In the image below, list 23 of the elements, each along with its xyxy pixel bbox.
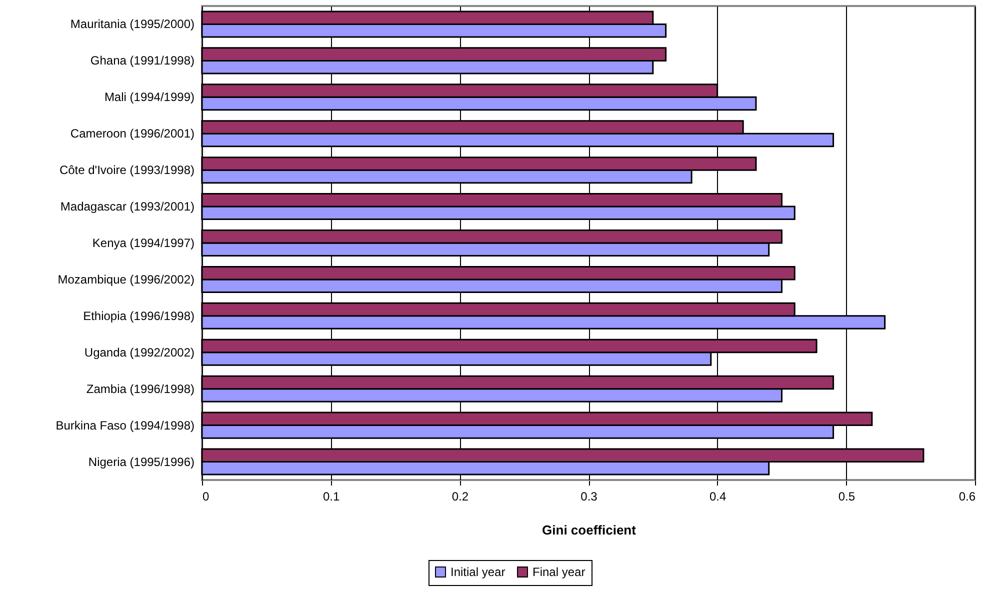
- y-tick-label: Mozambique (1996/2002): [58, 272, 194, 286]
- y-tick-label: Cameroon (1996/2001): [70, 126, 195, 141]
- x-tick-label: 0.5: [838, 490, 856, 504]
- x-tick-label: 0.1: [322, 490, 340, 504]
- y-tick-label: Madagascar (1993/2001): [60, 200, 194, 214]
- y-tick-label: Burkina Faso (1994/1998): [56, 418, 195, 432]
- y-tick-label: Côte d'Ivoire (1993/1998): [59, 163, 194, 178]
- y-tick-label: Kenya (1994/1997): [92, 236, 194, 250]
- y-tick-label: Ethiopia (1996/1998): [83, 308, 194, 323]
- x-tick-label: 0.4: [709, 490, 726, 504]
- legend-label: Final year: [532, 565, 586, 579]
- y-tick-label: Uganda (1992/2002): [84, 345, 194, 360]
- x-tick-label: 0.2: [452, 490, 469, 504]
- x-axis-title: Gini coefficient: [542, 522, 637, 538]
- x-tick-label: 0: [202, 490, 210, 504]
- legend-label: Initial year: [450, 565, 506, 579]
- y-tick-label: Mauritania (1995/2000): [70, 17, 195, 32]
- x-tick-label: 0.3: [580, 490, 598, 504]
- x-tick-label: 0.6: [958, 490, 976, 504]
- y-tick-label: Zambia (1996/1998): [86, 382, 194, 396]
- y-tick-label: Ghana (1991/1998): [90, 54, 194, 68]
- y-tick-label: Mali (1994/1999): [104, 90, 194, 104]
- y-tick-label: Nigeria (1995/1996): [88, 454, 194, 469]
